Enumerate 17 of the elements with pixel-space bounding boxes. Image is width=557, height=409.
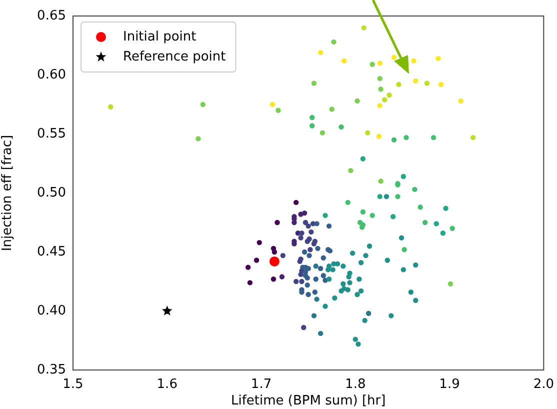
x-tick-label: 1.8 (345, 377, 366, 392)
y-tick-label: 0.35 (37, 362, 66, 378)
y-tick-label: 0.40 (37, 303, 66, 318)
y-tick-label: 0.60 (37, 67, 66, 82)
x-axis-title: Lifetime (BPM sum) [hr] (230, 394, 386, 409)
legend-label: Reference point (123, 49, 226, 64)
y-tick-label: 0.55 (37, 126, 66, 142)
x-tick-label: 1.7 (250, 377, 272, 392)
x-tick-label: 2.0 (533, 377, 554, 392)
y-tick-label: 0.65 (37, 8, 66, 24)
legend-label: Initial point (123, 29, 196, 44)
x-tick-label: 1.5 (62, 377, 84, 392)
y-axis-title: Injection eff [frac] (0, 134, 16, 252)
y-tick-label: 0.45 (37, 244, 66, 260)
y-tick-label: 0.50 (37, 185, 66, 200)
x-tick-label: 1.9 (439, 377, 460, 392)
x-tick-label: 1.6 (156, 377, 178, 392)
